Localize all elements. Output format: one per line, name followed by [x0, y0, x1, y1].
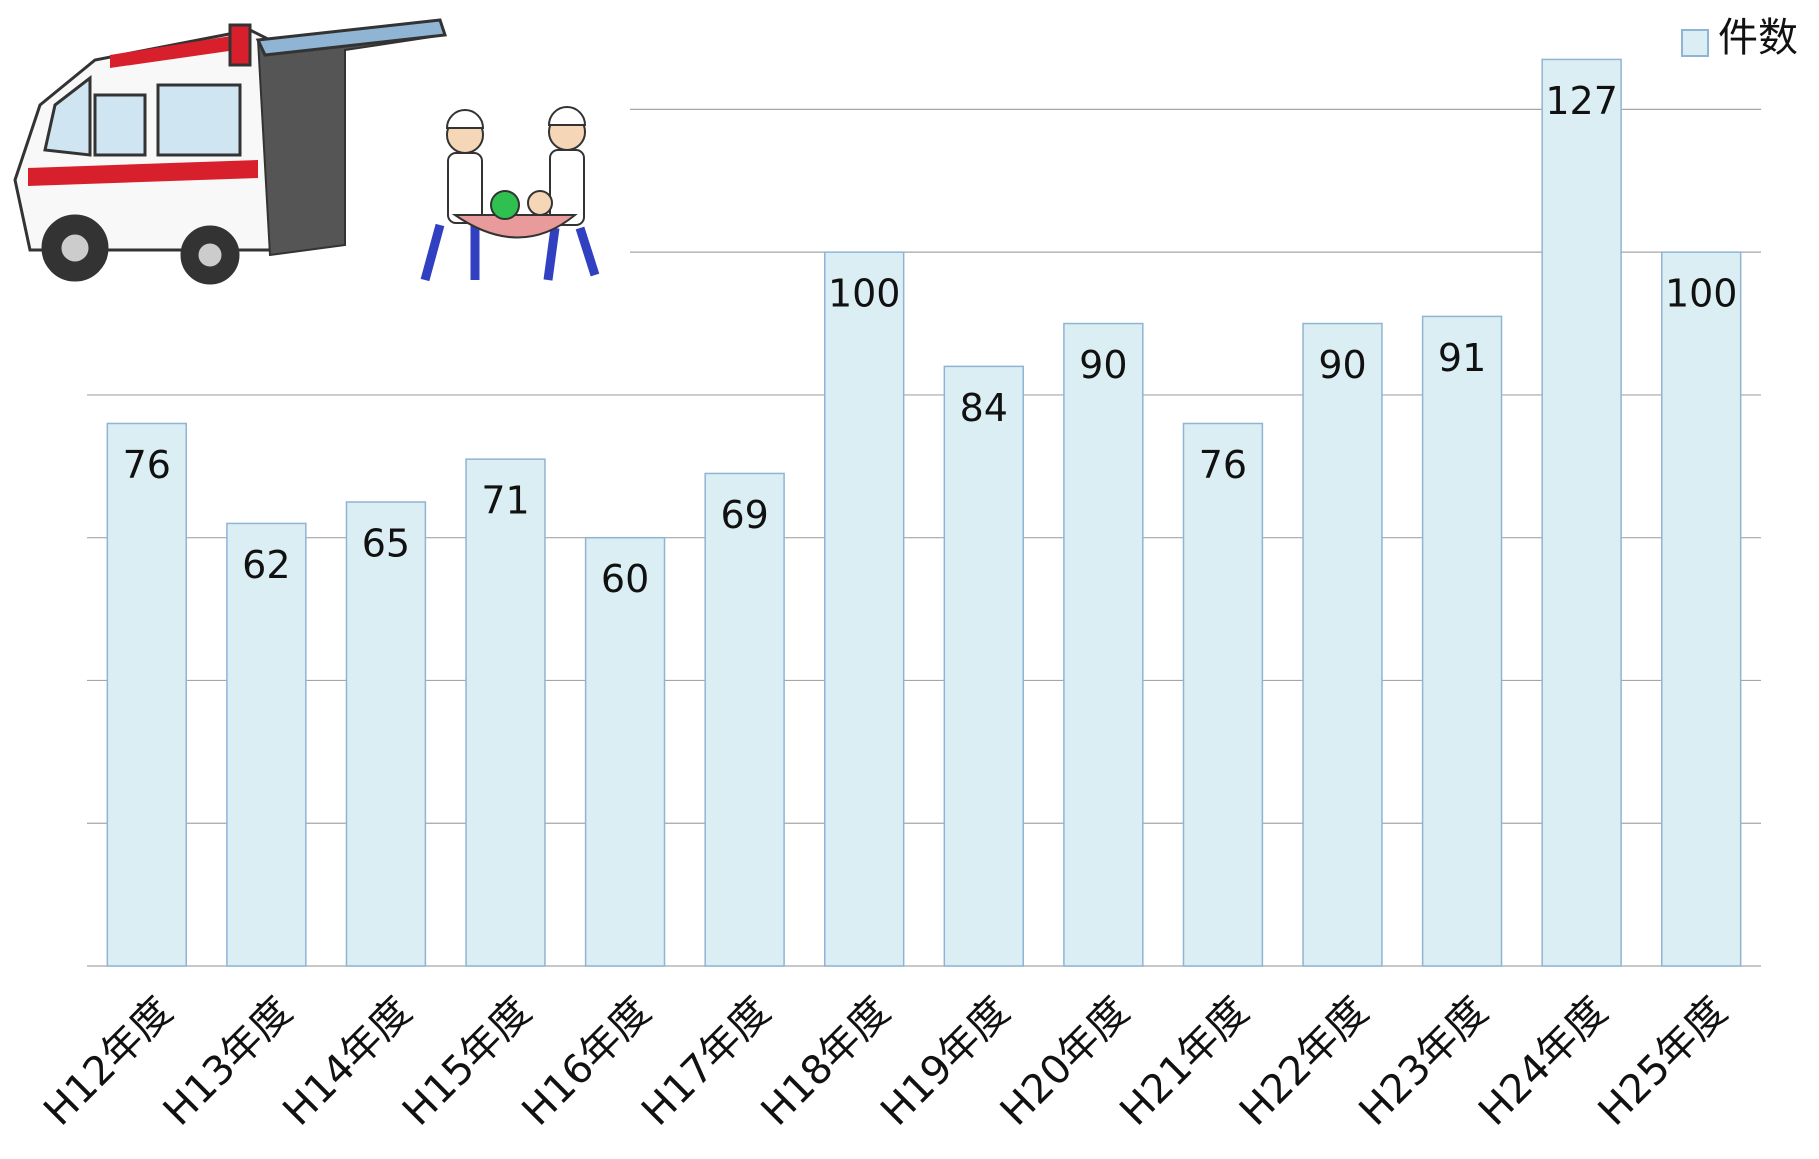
- bar: [227, 523, 306, 966]
- bar: [944, 366, 1023, 966]
- x-tick-label: H12年度: [35, 988, 181, 1134]
- bar: [825, 252, 904, 966]
- data-label: 90: [1318, 343, 1366, 387]
- data-label: 84: [960, 386, 1008, 430]
- x-tick-label: H25年度: [1590, 988, 1736, 1134]
- data-label: 127: [1545, 79, 1618, 123]
- bar: [107, 423, 186, 966]
- stretcher-backdrop: [410, 100, 630, 295]
- bar: [1303, 324, 1382, 966]
- legend-swatch: [1682, 30, 1708, 56]
- bar: [586, 538, 665, 966]
- bar: [1064, 324, 1143, 966]
- x-tick-label: H22年度: [1231, 988, 1377, 1134]
- data-label: 91: [1438, 336, 1486, 380]
- bar: [466, 459, 545, 966]
- data-label: 62: [242, 543, 290, 587]
- data-label: 90: [1079, 343, 1127, 387]
- bar: [1542, 59, 1621, 966]
- data-label: 100: [828, 272, 901, 316]
- x-tick-label: H16年度: [514, 988, 660, 1134]
- bar: [346, 502, 425, 966]
- x-tick-label: H19年度: [872, 988, 1018, 1134]
- legend-label: 件数: [1718, 15, 1798, 61]
- data-label: 69: [720, 493, 768, 537]
- data-label: 76: [123, 443, 171, 487]
- x-tick-label: H13年度: [155, 988, 301, 1134]
- chart: 件数 76 H12年度 62 H13年度 65 H14年度 71 H15年度 60 H16年度 69…: [0, 0, 1819, 1159]
- bar: [1183, 423, 1262, 966]
- bar: [1423, 316, 1502, 966]
- data-label: 65: [362, 522, 410, 566]
- data-label: 71: [481, 479, 529, 523]
- data-label: 60: [601, 557, 649, 601]
- illustrations: [0, 0, 630, 300]
- x-tick-label: H20年度: [992, 988, 1138, 1134]
- bar: [705, 473, 784, 966]
- data-label: 100: [1665, 272, 1738, 316]
- x-tick-label: H21年度: [1111, 988, 1257, 1134]
- x-tick-label: H23年度: [1351, 988, 1497, 1134]
- x-tick-label: H24年度: [1470, 988, 1616, 1134]
- x-tick-label: H18年度: [753, 988, 899, 1134]
- bar: [1662, 252, 1741, 966]
- x-tick-label: H17年度: [633, 988, 779, 1134]
- x-tick-label: H14年度: [274, 988, 420, 1134]
- x-tick-label: H15年度: [394, 988, 540, 1134]
- data-label: 76: [1199, 443, 1247, 487]
